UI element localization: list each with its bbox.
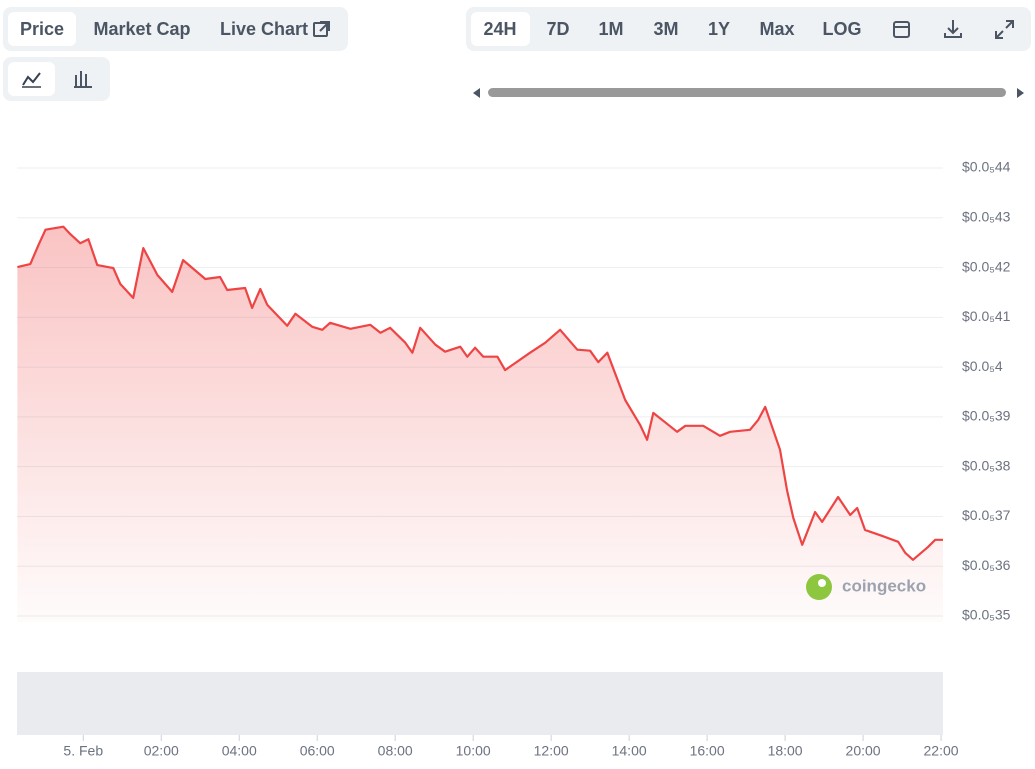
- range-button[interactable]: 1M: [598, 19, 623, 39]
- y-tick-label: $0.0₅4: [962, 358, 1003, 374]
- y-tick-label: $0.0₅36: [962, 557, 1011, 573]
- x-tick-label: 04:00: [222, 743, 257, 759]
- active-range: [471, 12, 530, 46]
- scroll-thumb[interactable]: [488, 88, 1006, 97]
- scroll-left[interactable]: [473, 88, 480, 98]
- fullscreen-button[interactable]: [995, 20, 1014, 39]
- x-tick-label: 18:00: [768, 743, 803, 759]
- volume-band: [17, 672, 943, 735]
- price-line: [17, 225, 943, 561]
- y-tick-label: $0.0₅41: [962, 308, 1011, 324]
- x-tick-label: 20:00: [846, 743, 881, 759]
- range-button[interactable]: 3M: [653, 19, 678, 39]
- range-button[interactable]: 1Y: [708, 19, 730, 39]
- tab[interactable]: Market Cap: [93, 19, 190, 39]
- price-area: [17, 226, 944, 622]
- range-button[interactable]: Max: [759, 19, 794, 39]
- range-button[interactable]: 24H: [483, 19, 516, 39]
- candle-icon[interactable]: [74, 71, 92, 88]
- external-icon: [313, 21, 330, 37]
- x-tick-label: 02:00: [144, 743, 179, 759]
- y-tick-label: $0.0₅44: [962, 159, 1011, 175]
- watermark: coingecko: [806, 574, 926, 600]
- x-tick-label: 16:00: [690, 743, 725, 759]
- download-button[interactable]: [944, 20, 962, 38]
- x-tick-label: 22:00: [924, 743, 959, 759]
- y-tick-label: $0.0₅38: [962, 457, 1011, 473]
- x-tick-label: 5. Feb: [63, 743, 103, 759]
- range-button[interactable]: 7D: [546, 19, 569, 39]
- y-tick-label: $0.0₅42: [962, 258, 1011, 274]
- y-tick-label: $0.0₅39: [962, 408, 1011, 424]
- line-chart-button[interactable]: [8, 62, 55, 96]
- line-icon: [22, 72, 41, 86]
- x-tick-label: 10:00: [456, 743, 491, 759]
- x-tick-label: 14:00: [612, 743, 647, 759]
- scroll-right[interactable]: [1017, 88, 1024, 98]
- watermark-text: coingecko: [842, 576, 926, 595]
- y-tick-label: $0.0₅43: [962, 208, 1011, 224]
- tab[interactable]: Live Chart: [220, 19, 308, 39]
- tab-group: [3, 7, 348, 51]
- range-button[interactable]: LOG: [823, 19, 862, 39]
- y-tick-label: $0.0₅35: [962, 607, 1011, 623]
- tab[interactable]: Price: [20, 19, 64, 39]
- active-tab: [8, 12, 76, 46]
- y-tick-label: $0.0₅37: [962, 507, 1011, 523]
- range-group: [466, 7, 1031, 51]
- x-tick-label: 08:00: [378, 743, 413, 759]
- x-tick-label: 12:00: [534, 743, 569, 759]
- x-tick-label: 06:00: [300, 743, 335, 759]
- calendar-button[interactable]: [893, 21, 910, 38]
